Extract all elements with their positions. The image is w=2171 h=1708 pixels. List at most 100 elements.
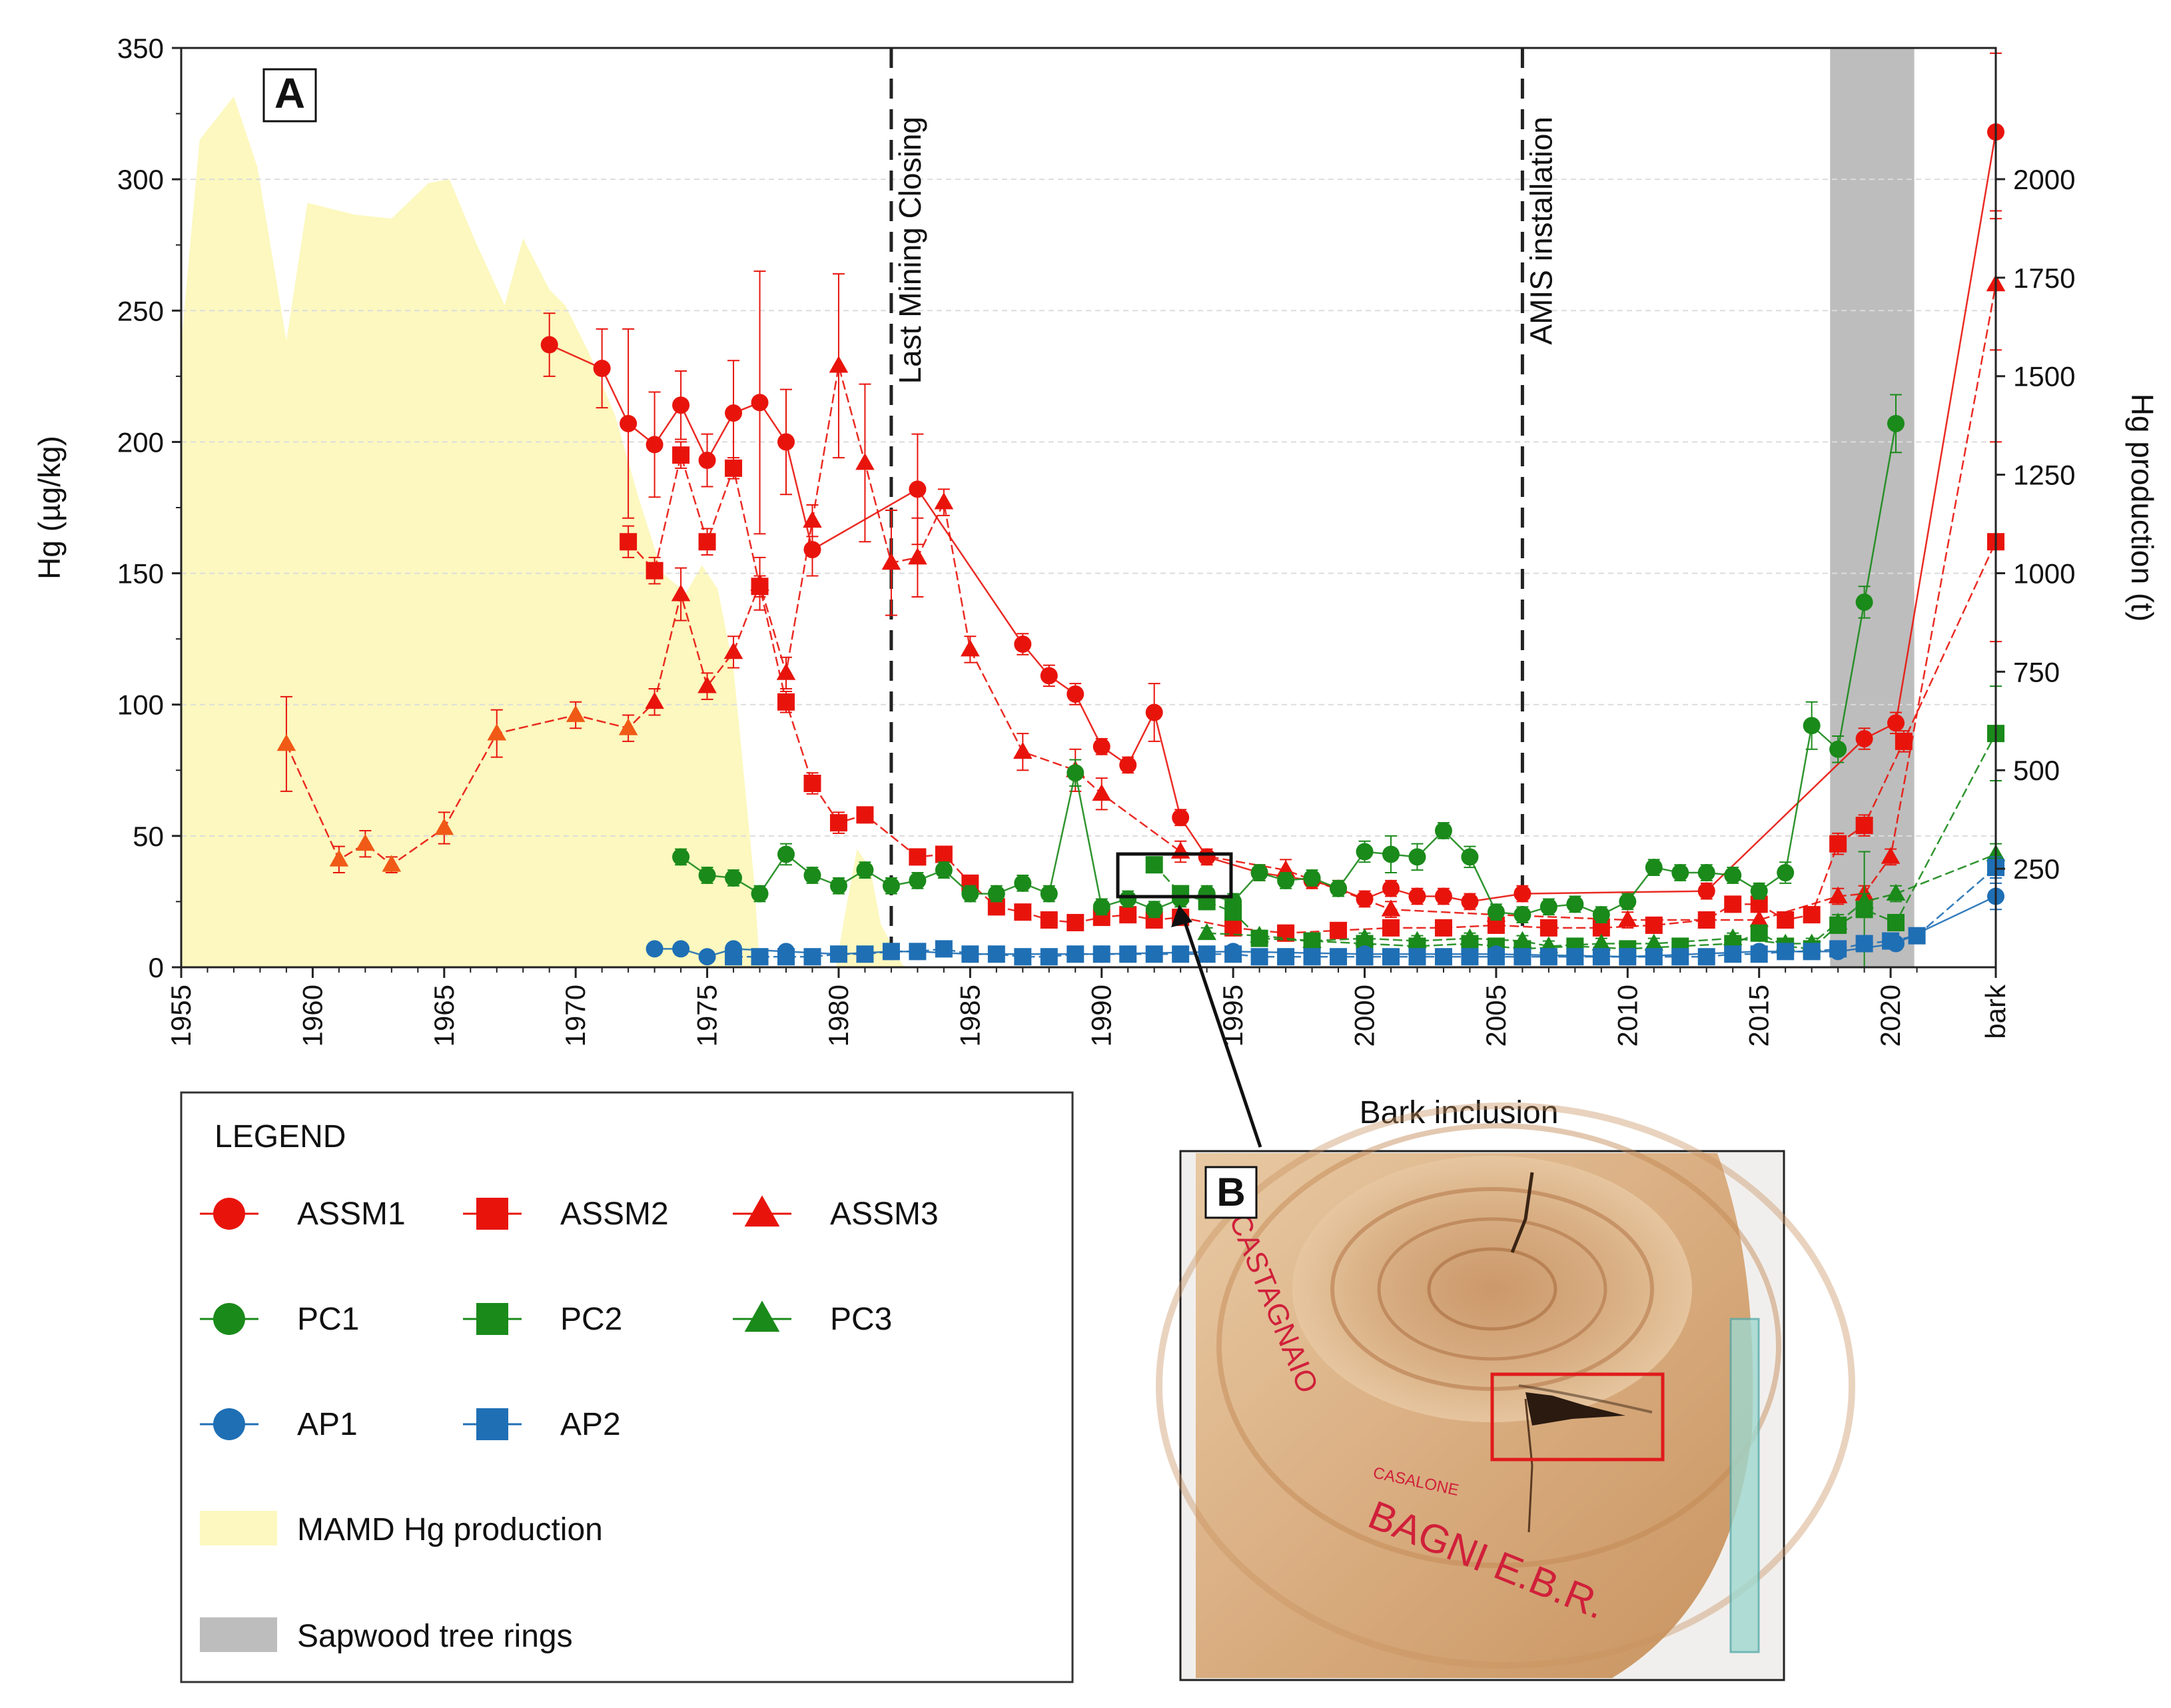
data-point xyxy=(1671,948,1689,966)
data-point xyxy=(777,948,795,966)
data-point xyxy=(356,833,375,851)
data-point xyxy=(1460,928,1480,946)
series-assm1 xyxy=(540,52,2004,911)
data-point xyxy=(934,492,954,510)
data-point xyxy=(725,869,743,887)
data-point xyxy=(646,562,663,580)
data-point xyxy=(1829,835,1847,853)
data-point xyxy=(1067,913,1085,931)
data-point xyxy=(1803,906,1821,924)
legend-swatch xyxy=(200,1617,277,1652)
data-point xyxy=(829,877,847,895)
data-point xyxy=(487,723,507,741)
tree-ring xyxy=(1427,1247,1557,1331)
panel-b-label: B xyxy=(1216,1170,1245,1214)
data-point xyxy=(882,877,900,895)
legend-item-pc3: PC3 xyxy=(733,1300,892,1337)
legend-item-assm3: ASSM3 xyxy=(733,1195,939,1232)
pointer-arrowhead xyxy=(1171,905,1192,927)
y-tick-label: 350 xyxy=(117,33,164,64)
data-point xyxy=(1434,887,1452,905)
data-point xyxy=(566,705,586,722)
data-point xyxy=(434,818,454,835)
legend-marker xyxy=(213,1303,245,1335)
legend-item-assm1: ASSM1 xyxy=(200,1196,406,1232)
data-point xyxy=(1382,948,1400,966)
data-point xyxy=(1014,948,1032,966)
data-point xyxy=(1539,898,1557,916)
data-point xyxy=(671,584,691,602)
series-ap2 xyxy=(725,856,2004,966)
data-point xyxy=(1250,948,1268,966)
data-point xyxy=(1803,943,1821,961)
data-point xyxy=(1303,948,1321,966)
data-point xyxy=(1224,945,1242,963)
data-point xyxy=(1356,948,1374,966)
event-label: AMIS installation xyxy=(1523,117,1558,345)
data-point xyxy=(1886,883,1906,901)
data-point xyxy=(1040,885,1058,903)
data-point xyxy=(1619,948,1637,966)
data-point xyxy=(382,855,402,872)
axes: 0 50 100 150 200 250 300 350 250 500 750 1000 1250 15… xyxy=(117,33,2076,1047)
data-point xyxy=(1750,882,1768,900)
data-point xyxy=(1644,933,1664,951)
production-area xyxy=(181,96,905,967)
series-line xyxy=(628,452,1997,934)
wood-disc: CASTAGNAIO CASALONE BAGNI E.B.R. xyxy=(1156,1102,1855,1678)
wood-core xyxy=(1292,1156,1692,1422)
x-tick-label: 2005 xyxy=(1480,985,1512,1047)
data-point xyxy=(723,641,743,659)
data-point xyxy=(1330,921,1348,939)
data-point xyxy=(1330,879,1348,897)
photo-inset: Bark inclusion CASTAGNAIO CASALONE BAGNI… xyxy=(1116,852,1855,1681)
y2-tick-label: 1500 xyxy=(2013,361,2075,392)
data-point xyxy=(1566,895,1584,913)
panel-a-label: A xyxy=(274,69,305,117)
data-point xyxy=(909,871,927,889)
x-tick-label: 1980 xyxy=(823,985,854,1047)
data-point xyxy=(1014,903,1032,921)
data-point xyxy=(1829,740,1847,758)
wood-crack xyxy=(1510,1172,1534,1253)
pointer-arrow xyxy=(1181,916,1262,1148)
data-point xyxy=(1302,931,1322,948)
y2-tick-label: 1000 xyxy=(2013,558,2075,589)
data-point xyxy=(1514,948,1531,966)
data-point xyxy=(329,849,349,867)
data-point xyxy=(935,861,953,879)
legend-swatch xyxy=(200,1511,277,1545)
data-point xyxy=(1724,867,1742,884)
data-point xyxy=(855,453,875,470)
data-point xyxy=(1172,885,1190,903)
data-point xyxy=(1092,898,1110,916)
data-point xyxy=(987,945,1005,963)
legend-label: Sapwood tree rings xyxy=(297,1619,573,1654)
data-point xyxy=(1697,864,1715,882)
data-point xyxy=(698,867,716,884)
data-point xyxy=(1119,906,1137,924)
data-point xyxy=(803,775,821,792)
legend-item-pc2: PC2 xyxy=(463,1302,622,1337)
y-tick-label: 100 xyxy=(117,689,164,721)
data-point xyxy=(1514,906,1531,924)
x-tick-label: 1970 xyxy=(560,985,591,1047)
data-point xyxy=(750,574,769,591)
y2-tick-label: 1250 xyxy=(2013,460,2075,491)
data-point xyxy=(882,943,900,961)
data-point xyxy=(1887,714,1905,732)
x-tick-label: 1955 xyxy=(165,985,197,1047)
data-point xyxy=(1908,927,1926,945)
x-tick-label: 1965 xyxy=(428,985,460,1047)
data-point xyxy=(725,948,743,966)
data-point xyxy=(935,845,953,863)
legend-marker xyxy=(476,1198,508,1230)
data-point xyxy=(1723,928,1743,946)
data-point xyxy=(620,414,638,432)
legend-title: LEGEND xyxy=(215,1119,346,1154)
data-point xyxy=(1591,933,1611,951)
y2-tick-label: 2000 xyxy=(2013,164,2075,195)
series-line xyxy=(285,284,1997,921)
data-point xyxy=(1750,945,1768,963)
